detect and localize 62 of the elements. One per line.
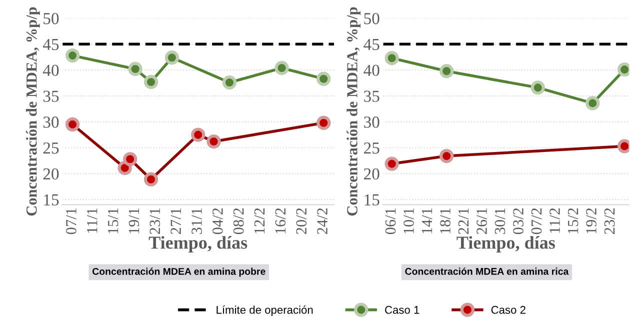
x-axis-title: Tiempo, días — [148, 236, 248, 252]
legend-label: Caso 1 — [385, 306, 420, 314]
x-tick-label: 30/1 — [494, 208, 506, 234]
x-tick-label: 08/2 — [233, 208, 244, 234]
y-tick-label: 30 — [43, 116, 59, 128]
y-tick-label: 15 — [44, 194, 59, 206]
x-tick-label: 18/1 — [440, 208, 450, 234]
point — [128, 62, 142, 76]
y-tick-label: 30 — [364, 116, 380, 128]
point — [316, 72, 331, 86]
x-tick-label: 23/2 — [604, 208, 615, 234]
y-tick-label: 20 — [364, 168, 380, 180]
y-tick-label: 35 — [364, 90, 380, 102]
y-tick-label: 25 — [43, 142, 59, 154]
y-tick-label: 45 — [364, 38, 380, 50]
x-tick-label: 16/2 — [275, 208, 286, 234]
x-tick-label: 06/1 — [385, 208, 396, 234]
y-tick-label: 25 — [364, 142, 380, 154]
point — [222, 75, 237, 90]
text: Concentración MDEA en amina pobre — [92, 268, 266, 277]
x-tick-label: 26/1 — [476, 208, 487, 234]
x-tick-label: 03/2 — [513, 208, 524, 234]
y-tick-label: 50 — [364, 12, 380, 24]
y-tick-label: 50 — [44, 12, 59, 24]
y-tick-label: 35 — [43, 90, 59, 102]
x-tick-label: 31/1 — [192, 208, 202, 234]
y-axis-title: Concentración de MDEA, %p/p — [26, 7, 40, 216]
x-tick-label: 15/1 — [108, 208, 118, 234]
point — [274, 60, 289, 76]
point — [440, 64, 454, 78]
text: Concentración MDEA en amina rica — [405, 268, 569, 275]
x-tick-label: 11/2 — [550, 208, 560, 233]
y-tick-label: 40 — [364, 64, 380, 76]
x-tick-label: 27/1 — [170, 208, 181, 234]
x-tick-label: 07/1 — [66, 208, 76, 234]
y-axis-title: Concentración de MDEA, %p/p — [346, 7, 360, 216]
x-tick-label: 23/1 — [150, 208, 160, 234]
y-tick-label: 45 — [42, 38, 59, 50]
point — [164, 50, 180, 65]
x-tick-label: 24/2 — [317, 208, 328, 234]
point — [65, 48, 80, 63]
x-tick-label: 07/2 — [531, 208, 542, 234]
point — [384, 51, 399, 66]
x-tick-label: 04/2 — [212, 208, 223, 234]
legend-label: Caso 2 — [491, 306, 526, 314]
x-tick-label: 20/2 — [296, 208, 307, 234]
point — [586, 96, 600, 110]
legend-label: Límite de operación — [216, 306, 313, 316]
y-tick-label: 40 — [42, 64, 59, 76]
x-tick-label: 15/2 — [568, 208, 578, 234]
x-axis-title: Tiempo, días — [456, 236, 555, 252]
x-tick-label: 19/2 — [586, 208, 596, 234]
x-tick-label: 10/1 — [404, 208, 414, 234]
x-tick-label: 11/1 — [87, 208, 98, 233]
point — [530, 80, 545, 95]
x-tick-label: 22/1 — [458, 208, 469, 234]
y-tick-label: 20 — [43, 168, 59, 180]
y-tick-label: 15 — [364, 194, 380, 206]
x-tick-label: 12/2 — [254, 208, 265, 234]
point — [144, 74, 158, 90]
x-tick-label: 19/1 — [128, 208, 140, 234]
x-tick-label: 14/1 — [422, 208, 432, 234]
